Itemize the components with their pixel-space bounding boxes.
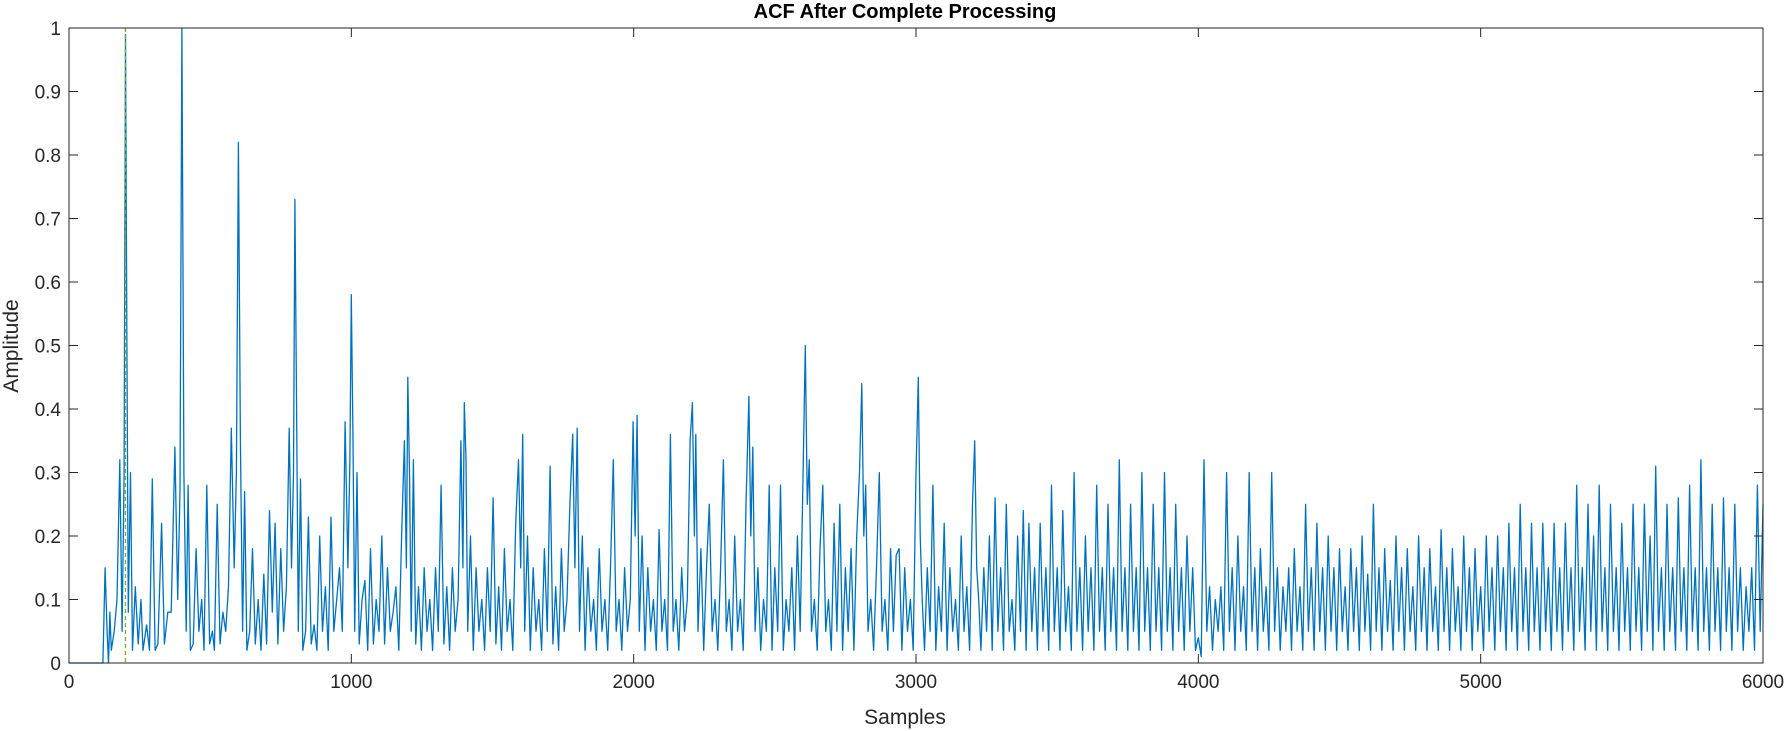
y-tick-label: 0.8 [35,146,61,167]
x-tick-label: 6000 [1742,672,1784,693]
y-tick-label: 0.5 [35,337,61,358]
y-tick-label: 0.7 [35,210,61,231]
y-tick-label: 0.1 [35,591,61,612]
y-tick-label: 0 [50,654,61,675]
series-line-0 [69,27,1764,664]
x-axis-label: Samples [864,706,946,729]
y-tick-label: 0.2 [35,527,61,548]
x-tick-label: 2000 [613,672,655,693]
y-tick-label: 0.6 [35,273,61,294]
y-tick-label: 0.3 [35,464,61,485]
series-layer [69,27,1764,664]
y-axis-label: Amplitude [0,299,23,392]
x-tick-label: 0 [64,672,75,693]
x-tick-label: 3000 [895,672,937,693]
x-tick-label: 5000 [1460,672,1502,693]
x-tick-label: 1000 [330,672,372,693]
y-tick-label: 0.9 [35,83,61,104]
y-tick-label: 0.4 [35,400,62,421]
x-axis-ticks: 0 1000 2000 3000 4000 5000 6000 [64,28,1784,693]
chart-title: ACF After Complete Processing [754,1,1057,23]
y-axis-ticks: 0 0.1 0.2 0.3 0.4 0.5 0.6 0.7 0.8 0.9 1 [35,19,1763,675]
x-tick-label: 4000 [1177,672,1219,693]
y-tick-label: 1 [50,19,61,40]
